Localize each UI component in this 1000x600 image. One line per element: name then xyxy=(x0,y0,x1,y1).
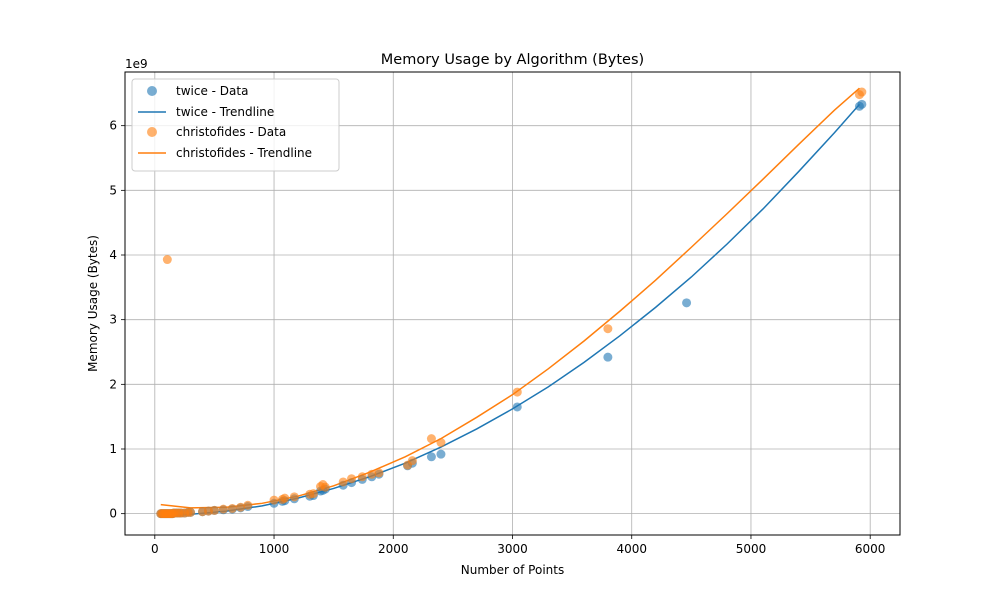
y-tick-label: 3 xyxy=(109,313,117,327)
legend-label-twice-data: twice - Data xyxy=(176,84,248,98)
twice-data-point xyxy=(603,352,613,362)
twice-data-point xyxy=(426,452,436,462)
christofides-data-point xyxy=(320,482,330,492)
legend: twice - Data twice - Trendline christofi… xyxy=(131,78,340,172)
christofides-data-point xyxy=(209,505,219,515)
legend-marker-christofides-data xyxy=(147,127,157,137)
christofides-data-point xyxy=(407,456,417,466)
twice-data-point xyxy=(436,449,446,459)
y-axis-label: Memory Usage (Bytes) xyxy=(86,235,100,372)
y-axis-offset-label: 1e9 xyxy=(125,57,148,71)
legend-label-christofides-data: christofides - Data xyxy=(176,125,286,139)
legend-label-twice-trendline: twice - Trendline xyxy=(176,105,274,119)
christofides-data-point xyxy=(603,324,613,334)
grid xyxy=(125,72,900,535)
christofides-data-point xyxy=(347,474,357,484)
legend-box xyxy=(131,78,340,172)
x-tick-label: 0 xyxy=(151,542,159,556)
data-points xyxy=(156,87,867,519)
y-tick-label: 4 xyxy=(109,248,117,262)
christofides-data-point xyxy=(186,507,196,517)
x-tick-label: 6000 xyxy=(855,542,886,556)
christofides-data-point xyxy=(338,477,348,487)
chart-title: Memory Usage by Algorithm (Bytes) xyxy=(381,52,644,68)
christofides-data-point xyxy=(374,468,384,478)
x-tick-label: 3000 xyxy=(497,542,528,556)
christofides-data-point xyxy=(280,493,290,503)
x-tick-label: 5000 xyxy=(736,542,767,556)
x-axis-label: Number of Points xyxy=(461,563,564,577)
christofides-data-point xyxy=(236,502,246,512)
twice-data-point xyxy=(512,402,522,412)
y-tick-label: 2 xyxy=(109,377,117,391)
y-tick-label: 6 xyxy=(109,119,117,133)
y-tick-label: 0 xyxy=(109,507,117,521)
y-tick-label: 1 xyxy=(109,442,117,456)
christofides-data-point xyxy=(857,87,867,97)
y-tick-label: 5 xyxy=(109,183,117,197)
christofides-data-point xyxy=(243,500,253,510)
christofides-data-point xyxy=(227,503,237,513)
legend-label-christofides-trendline: christofides - Trendline xyxy=(176,146,312,160)
christofides-data-point xyxy=(218,504,228,514)
christofides-data-point xyxy=(426,434,436,444)
axis-ticks: 0 1000 2000 3000 4000 5000 6000 0 1 2 3 4 5 6 xyxy=(109,119,885,556)
twice-data-point xyxy=(682,298,692,308)
christofides-data-point xyxy=(512,387,522,397)
x-tick-label: 2000 xyxy=(378,542,409,556)
christofides-data-point xyxy=(289,492,299,502)
christofides-data-point xyxy=(357,472,367,482)
christofides-data-point xyxy=(436,438,446,448)
christofides-data-point xyxy=(308,489,318,499)
christofides-data-point xyxy=(367,469,377,479)
twice-data-point xyxy=(857,99,867,109)
x-tick-label: 4000 xyxy=(616,542,647,556)
legend-marker-twice-data xyxy=(147,86,157,96)
christofides-data-point xyxy=(162,255,172,265)
x-tick-label: 1000 xyxy=(259,542,290,556)
christofides-data-point xyxy=(269,495,279,505)
